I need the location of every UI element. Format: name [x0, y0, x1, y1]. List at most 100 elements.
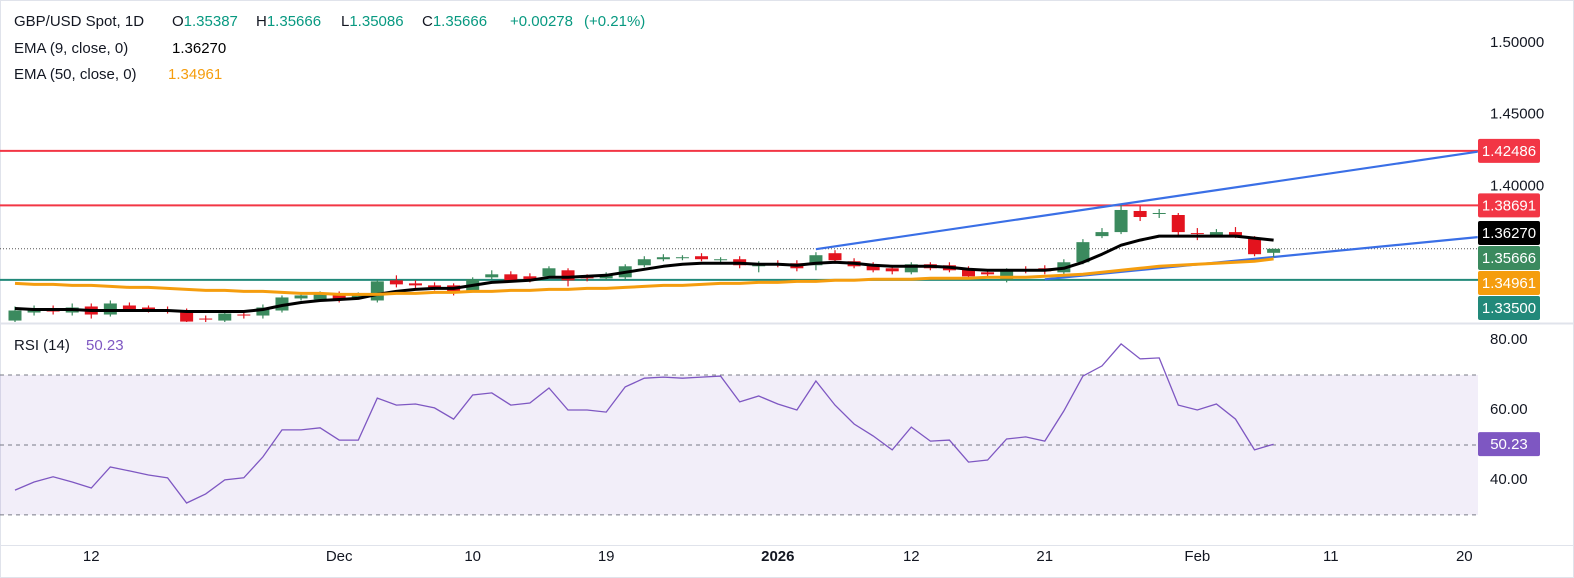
candle-body: [1114, 209, 1128, 233]
x-tick-label: 12: [903, 548, 920, 565]
rsi-line: [14, 343, 1274, 504]
candle-body: [523, 276, 537, 280]
rsi-tick-label: 80.00: [1490, 331, 1528, 348]
candle-body: [809, 255, 823, 266]
ema9-legend-value: 1.36270: [172, 40, 226, 57]
candle-body: [542, 268, 556, 277]
rsi-label-bg: [1478, 432, 1540, 457]
close-value: 1.35666: [433, 13, 487, 30]
y-tick-label: 1.50000: [1490, 34, 1544, 51]
candle-body: [504, 274, 518, 281]
candle-body: [180, 311, 194, 322]
candle-body: [962, 269, 975, 277]
candle-body: [1209, 232, 1223, 236]
candle-body: [1095, 232, 1109, 237]
trendline: [1044, 236, 1478, 281]
candle-body: [294, 295, 308, 299]
candle-body: [199, 318, 213, 320]
rsi-legend: RSI (14): [14, 337, 70, 354]
candle-body: [256, 307, 270, 316]
candle-body: [885, 268, 899, 272]
x-tick-label: 21: [1036, 548, 1053, 565]
candle-body: [695, 256, 709, 260]
x-tick-label: 10: [464, 548, 481, 565]
open-letter: O: [172, 13, 184, 30]
candle-body: [485, 274, 499, 278]
trendline: [815, 150, 1478, 251]
candle-body: [828, 253, 842, 261]
ema9-legend: EMA (9, close, 0): [14, 40, 128, 57]
x-tick-label: Feb: [1184, 548, 1210, 565]
rsi-legend-value: 50.23: [86, 337, 124, 354]
rsi-pane: [0, 343, 1478, 516]
price-label: 1.35666: [1482, 250, 1536, 267]
candle-body: [1228, 232, 1242, 237]
low-letter: L: [341, 13, 349, 30]
low-value: 1.35086: [349, 13, 403, 30]
candle-body: [313, 294, 327, 300]
candle-body: [1171, 215, 1185, 233]
candle-body: [866, 264, 880, 271]
candle-body: [580, 277, 594, 279]
rsi-label: 50.23: [1490, 436, 1528, 453]
rsi-tick-label: 60.00: [1490, 401, 1528, 418]
high-value: 1.35666: [267, 13, 321, 30]
x-tick-label: 11: [1323, 548, 1339, 565]
candle-body: [1133, 210, 1147, 218]
axes: 1.50000 1.45000 1.40000 80.00 60.00 40.00 1.42…: [83, 34, 1544, 565]
candle-body: [904, 264, 918, 273]
ema-line: [14, 257, 1274, 296]
change: +0.00278: [510, 13, 573, 30]
x-tick-label: 2026: [761, 548, 794, 565]
candle-body: [351, 294, 365, 298]
candle-body: [1267, 248, 1281, 253]
price-label-bg: [1478, 193, 1540, 218]
x-tick-label: Dec: [326, 548, 353, 565]
candle-body: [1076, 242, 1090, 263]
ohlc-legend: GBP/USD Spot, 1D O1.35387 H1.35666 L1.35…: [14, 13, 645, 30]
price-label: 1.38691: [1482, 197, 1536, 214]
price-label: 1.33500: [1482, 300, 1536, 317]
price-label-bg: [1478, 271, 1540, 295]
price-label-bg: [1478, 246, 1540, 270]
rsi-tick-label: 40.00: [1490, 471, 1528, 488]
ema-line: [14, 234, 1274, 313]
price-pane: [0, 149, 1478, 322]
candle-body: [1248, 238, 1262, 255]
ema50-legend: EMA (50, close, 0): [14, 66, 137, 83]
candle-body: [981, 272, 995, 275]
symbol: GBP/USD Spot, 1D: [14, 13, 144, 30]
open-value: 1.35387: [184, 13, 238, 30]
candle-body: [675, 257, 689, 259]
candle-body: [714, 259, 728, 261]
candle-body: [332, 294, 346, 301]
candle-body: [237, 314, 251, 316]
candle-body: [370, 281, 384, 301]
candle-body: [428, 285, 442, 288]
candle-body: [408, 283, 422, 286]
change-percent: (+0.21%): [584, 13, 645, 30]
candle-body: [656, 257, 670, 260]
candle-body: [122, 305, 136, 310]
price-label: 1.42486: [1482, 143, 1536, 160]
price-label-bg: [1478, 138, 1540, 163]
y-tick-label: 1.40000: [1490, 178, 1544, 195]
candle-body: [637, 259, 651, 266]
candle-body: [8, 310, 22, 321]
ema50-legend-value: 1.34961: [168, 66, 222, 83]
candle-body: [599, 275, 613, 279]
y-tick-label: 1.45000: [1490, 106, 1544, 123]
price-label: 1.36270: [1482, 225, 1536, 242]
candle-body: [218, 313, 232, 321]
high-letter: H: [256, 13, 267, 30]
candle-body: [1190, 233, 1204, 235]
x-tick-label: 12: [83, 548, 100, 565]
candle-body: [1152, 212, 1166, 214]
x-tick-label: 19: [598, 548, 615, 565]
price-label-bg: [1478, 296, 1540, 320]
price-label: 1.34961: [1482, 275, 1536, 292]
price-label-bg: [1478, 221, 1540, 245]
